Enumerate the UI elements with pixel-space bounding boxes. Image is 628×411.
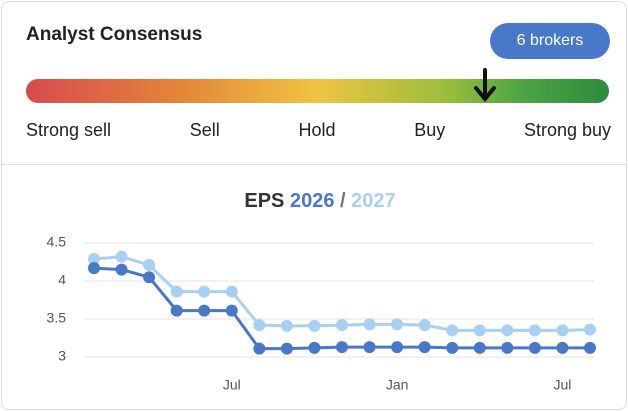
data-point — [280, 319, 293, 332]
x-tick-label: Jul — [223, 377, 241, 393]
data-point — [253, 342, 266, 355]
data-point — [88, 262, 100, 275]
data-point — [308, 319, 321, 332]
scale-label: Strong buy — [523, 120, 611, 140]
data-point — [308, 341, 321, 354]
series-line — [93, 266, 590, 351]
data-point — [363, 318, 376, 331]
data-point — [115, 263, 128, 276]
consensus-bar — [26, 79, 609, 103]
data-point — [115, 250, 128, 263]
data-point — [253, 319, 266, 332]
x-tick-label: Jul — [553, 377, 571, 393]
scale-label: Buy — [414, 120, 446, 140]
data-point — [446, 324, 459, 337]
data-point — [225, 285, 238, 298]
data-point — [584, 323, 596, 336]
data-point — [446, 341, 459, 354]
data-point — [336, 319, 348, 332]
divider — [2, 164, 626, 165]
data-point — [198, 285, 211, 298]
scale-label: Hold — [298, 120, 336, 140]
chart-title: EPS 2026 / 2027 — [244, 190, 395, 212]
data-point — [418, 319, 431, 332]
data-point — [418, 341, 431, 354]
data-point — [170, 304, 183, 317]
data-point — [391, 341, 404, 354]
data-point — [170, 285, 183, 298]
data-point — [528, 324, 541, 337]
y-tick-label: 4 — [58, 272, 66, 288]
data-point — [528, 341, 541, 354]
data-point — [280, 342, 293, 355]
data-point — [336, 341, 348, 354]
title-separator: / — [340, 190, 346, 212]
eps-chart: EPS 2026 / 2027 3 3.5 4 4.5 Jul Jan Jul — [47, 190, 596, 393]
data-point — [198, 304, 211, 317]
scale-label: Sell — [189, 120, 220, 140]
title-series: 2027 — [351, 190, 396, 212]
data-point — [363, 341, 376, 354]
y-tick-label: 3 — [58, 348, 66, 364]
brokers-button[interactable]: 6 brokers — [490, 23, 610, 59]
scale-labels: Strong sell Sell Hold Buy Strong buy — [26, 120, 611, 141]
data-point — [391, 318, 404, 331]
data-point — [556, 341, 569, 354]
data-point — [473, 341, 486, 354]
data-point — [143, 271, 156, 284]
y-tick-label: 3.5 — [47, 310, 67, 326]
x-tick-label: Jan — [386, 377, 409, 393]
scale-label: Strong sell — [26, 120, 112, 140]
data-point — [143, 259, 156, 272]
card-title: Analyst Consensus — [26, 24, 203, 45]
data-point — [88, 252, 100, 265]
data-point — [501, 324, 514, 337]
data-point — [556, 324, 569, 337]
data-point — [473, 324, 486, 337]
y-tick-label: 4.5 — [47, 234, 67, 250]
consensus-arrow — [474, 68, 497, 103]
data-point — [501, 341, 514, 354]
title-text: EPS — [244, 190, 284, 212]
data-point — [584, 341, 596, 354]
title-series: 2026 — [290, 190, 335, 212]
data-point — [225, 304, 238, 317]
